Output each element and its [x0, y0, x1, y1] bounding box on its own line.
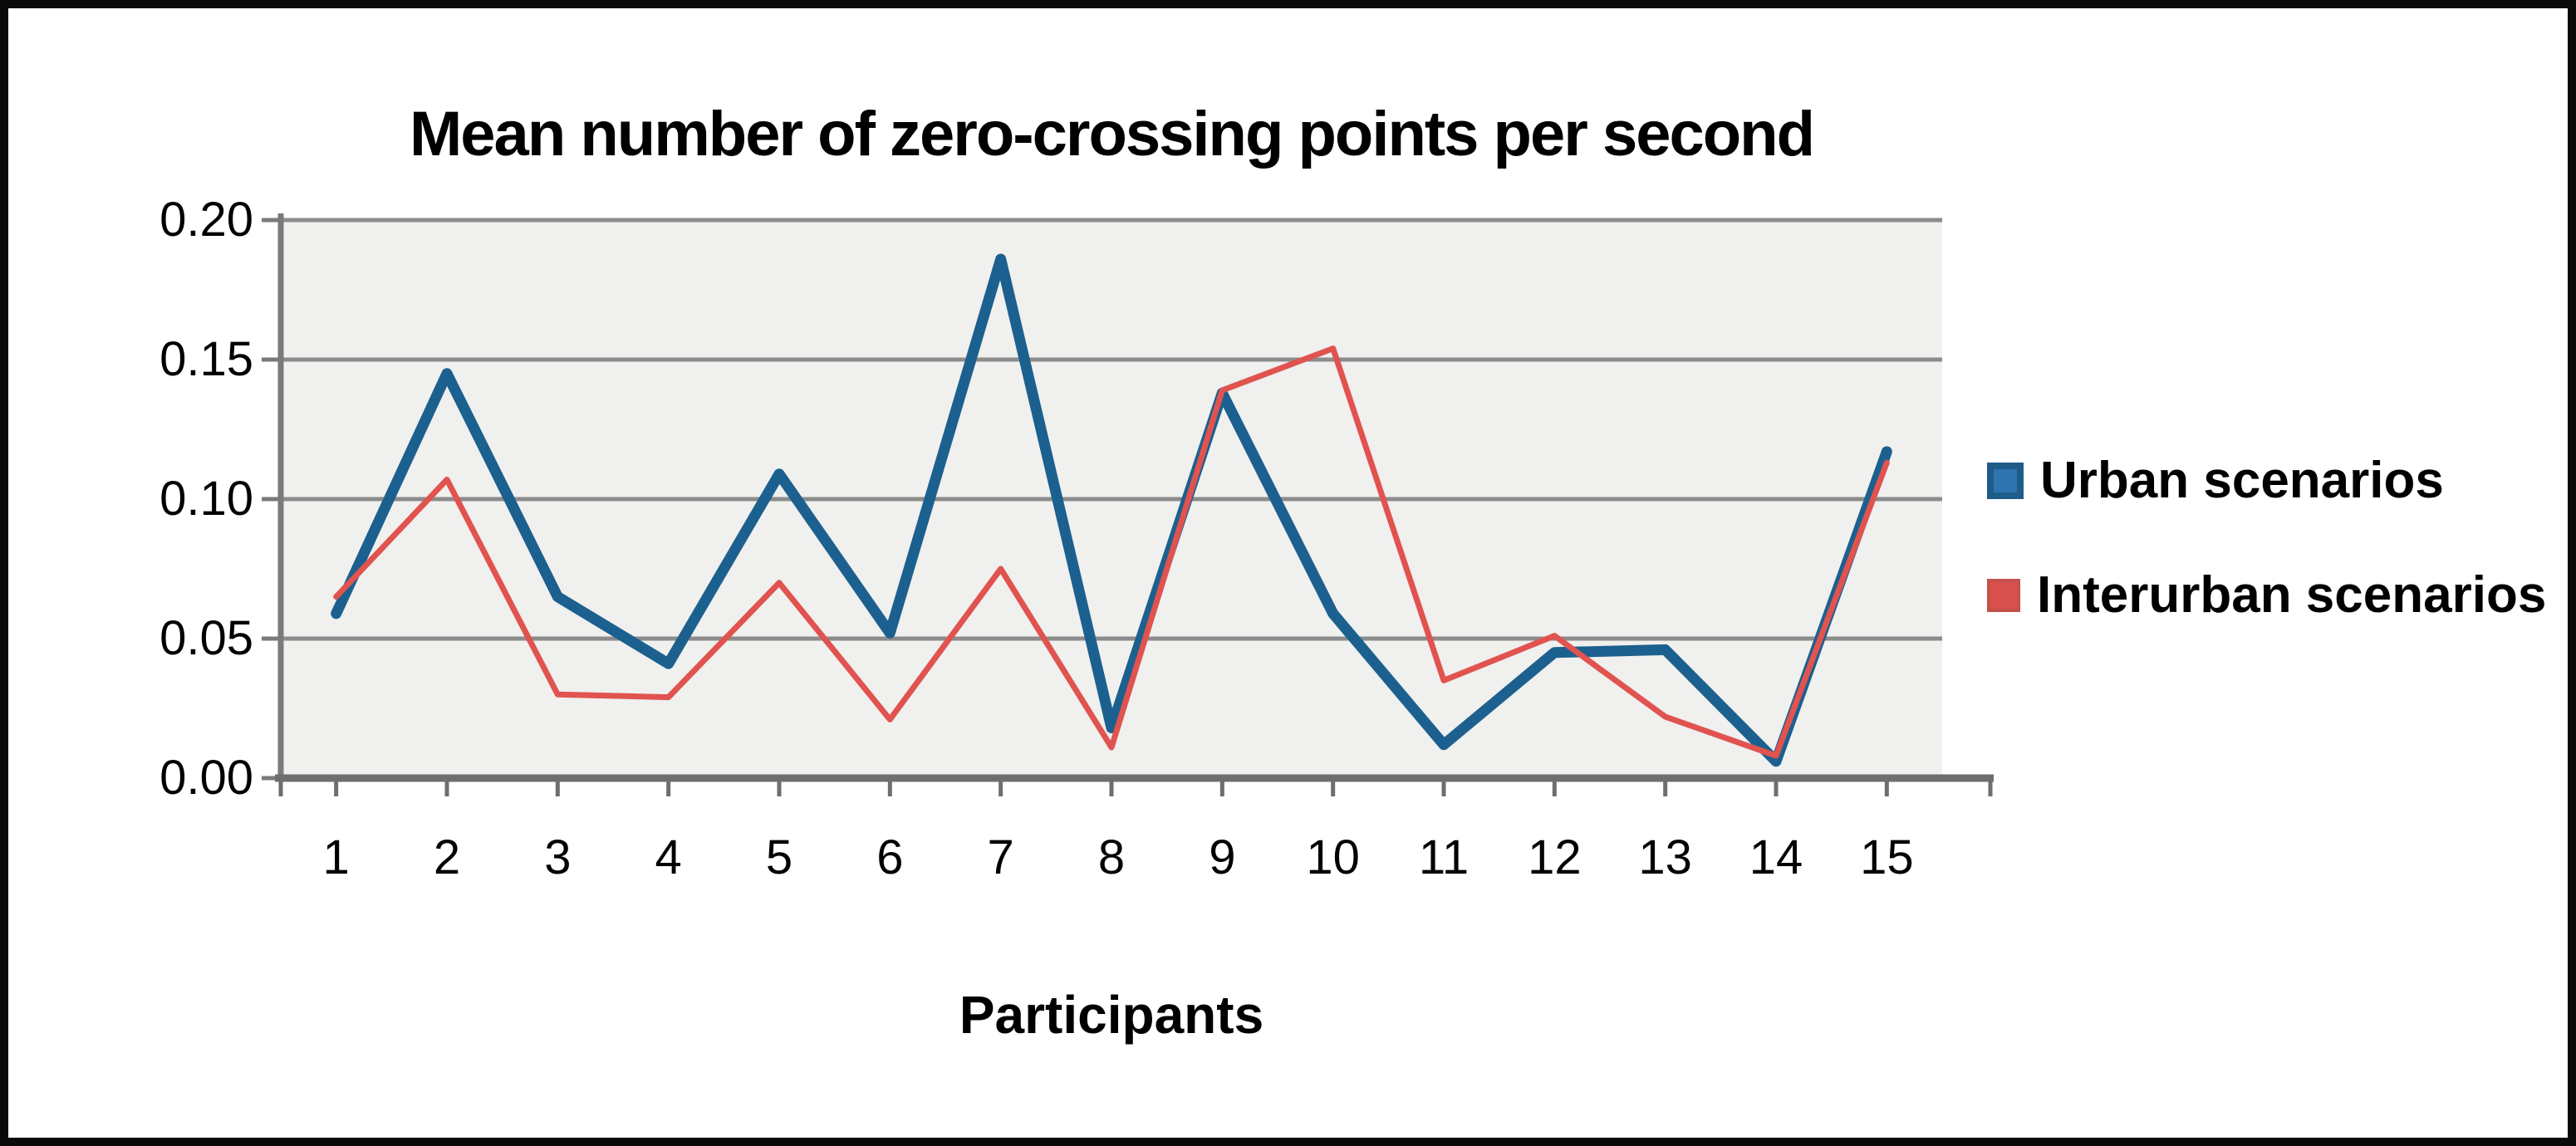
x-tick-label-2: 2 — [433, 830, 461, 884]
x-tick-label-9: 9 — [1209, 830, 1236, 884]
y-tick-label-0.10: 0.10 — [159, 472, 253, 526]
y-tick-label-0.00: 0.00 — [159, 751, 253, 805]
chart-title: Mean number of zero-crossing points per … — [409, 99, 1815, 169]
x-tick-label-7: 7 — [987, 830, 1014, 884]
x-tick-label-13: 13 — [1638, 830, 1692, 884]
x-tick-label-4: 4 — [655, 830, 682, 884]
x-tick-label-1: 1 — [322, 830, 350, 884]
legend-item-urban: Urban scenarios — [1987, 455, 2444, 507]
series-line-urban-scenarios — [331, 253, 1892, 767]
x-tick-label-15: 15 — [1860, 830, 1914, 884]
legend-label-interurban: Interurban scenarios — [2037, 566, 2547, 624]
legend-label-urban: Urban scenarios — [2040, 452, 2444, 509]
x-tick-label-5: 5 — [765, 830, 793, 884]
x-axis-title: Participants — [959, 985, 1264, 1045]
series-line-interurban-scenarios — [333, 345, 1890, 759]
urban-series-swatch-icon — [1987, 463, 2024, 499]
x-tick-label-14: 14 — [1749, 830, 1803, 884]
legend-item-interurban: Interurban scenarios — [1987, 570, 2546, 621]
y-tick-label-0.15: 0.15 — [159, 332, 253, 386]
y-tick-label-0.05: 0.05 — [159, 611, 253, 665]
x-tick-label-6: 6 — [876, 830, 904, 884]
x-tick-label-12: 12 — [1528, 830, 1582, 884]
x-tick-label-10: 10 — [1306, 830, 1360, 884]
interurban-series-swatch-icon — [1987, 579, 2020, 612]
x-tick-label-3: 3 — [544, 830, 572, 884]
x-tick-label-8: 8 — [1097, 830, 1126, 884]
x-tick-label-11: 11 — [1418, 830, 1470, 884]
y-tick-label-0.20: 0.20 — [159, 193, 253, 247]
